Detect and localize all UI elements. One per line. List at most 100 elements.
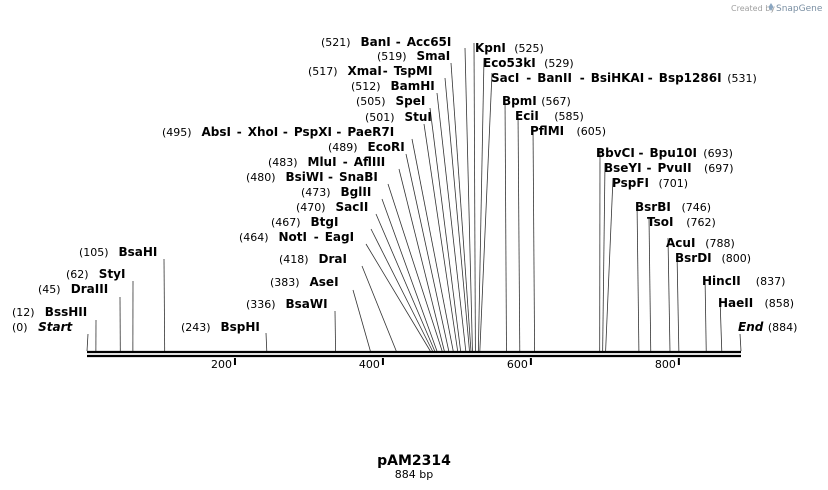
site-name: MluI — [308, 155, 337, 169]
site-line-tsoi — [648, 216, 652, 352]
site-bseyi[interactable]: BseYI - PvuII (697) — [604, 161, 734, 175]
site-bsiwi[interactable]: (480) BsiWI - SnaBI — [246, 170, 378, 184]
site-position: (788) — [705, 237, 735, 250]
site-name: StyI — [99, 267, 126, 281]
site-bglii[interactable]: (473) BglII — [301, 185, 371, 199]
site-name: NotI — [279, 230, 308, 244]
site-bpmi[interactable]: BpmI (567) — [502, 94, 571, 108]
ruler-tick-label: 200 — [211, 358, 232, 371]
site-smai[interactable]: (519) SmaI — [377, 49, 450, 63]
plasmid-length: 884 bp — [395, 468, 433, 481]
site-saci[interactable]: SacI - BanII - BsiHKAI - Bsp1286I (531) — [491, 71, 757, 85]
site-btgi[interactable]: (467) BtgI — [271, 215, 338, 229]
site-stui[interactable]: (501) StuI — [365, 110, 432, 124]
site-eco53ki[interactable]: Eco53kI (529) — [483, 56, 574, 70]
ruler-tick-label: 600 — [507, 358, 528, 371]
site-line-pflmi — [532, 125, 535, 352]
site-pspfi[interactable]: PspFI (701) — [612, 176, 688, 190]
site-bamhi[interactable]: (512) BamHI — [351, 79, 435, 93]
site-labels: (0) Start(12) BssHII (45) DraIII(62) StyI (105… — [12, 35, 797, 334]
site-line-bsphi — [265, 332, 268, 352]
site-line-bsawi — [334, 310, 336, 352]
site-name: TspMI — [394, 64, 433, 78]
site-name: BsiHKAI — [591, 71, 645, 85]
site-name: BsrBI — [635, 200, 671, 214]
site-mlui[interactable]: (483) MluI - AflIII — [268, 155, 385, 169]
site-styi[interactable]: (62) StyI — [66, 267, 125, 281]
site-position: (521) — [321, 36, 351, 49]
site-tsoi[interactable]: TsoI (762) — [647, 215, 716, 229]
ruler: 200 400 600 800 — [211, 358, 680, 371]
site-hincii[interactable]: HincII (837) — [702, 274, 785, 288]
site-position: (467) — [271, 216, 301, 229]
name-separator: - — [648, 71, 653, 85]
site-xmai[interactable]: (517) XmaI - TspMI — [308, 64, 432, 78]
site-name: BsiWI — [286, 170, 324, 184]
ruler-tick-label: 800 — [655, 358, 676, 371]
name-separator: - — [336, 125, 341, 139]
site-name: SmaI — [417, 49, 451, 63]
site-spei[interactable]: (505) SpeI — [356, 94, 425, 108]
name-separator: - — [328, 170, 333, 184]
site-noti[interactable]: (464) NotI - EagI — [239, 230, 354, 244]
name-separator: - — [647, 161, 652, 175]
site-line-bamhi — [436, 92, 467, 352]
site-sacii[interactable]: (470) SacII — [296, 200, 368, 214]
site-name: PspXI — [294, 125, 332, 139]
name-separator: - — [580, 71, 585, 85]
site-position: (697) — [704, 162, 734, 175]
site-line-saci — [479, 72, 493, 352]
site-kpni[interactable]: KpnI (525) — [475, 41, 544, 55]
name-separator: - — [314, 230, 319, 244]
site-name: BsaWI — [286, 297, 328, 311]
site-bani[interactable]: (521) BanI - Acc65I — [321, 35, 451, 49]
site-line-stui — [423, 123, 459, 352]
site-position: (418) — [279, 253, 309, 266]
site-name: BbvCI — [596, 146, 635, 160]
site-draiii[interactable]: (45) DraIII — [38, 282, 108, 296]
site-name: SacII — [336, 200, 369, 214]
site-position: (525) — [514, 42, 544, 55]
site-line-asei — [352, 289, 371, 352]
site-position: (800) — [722, 252, 752, 265]
site-name: DraIII — [71, 282, 108, 296]
site-bsshii[interactable]: (12) BssHII — [12, 305, 87, 319]
site-line-hincii — [704, 275, 707, 352]
site-acui[interactable]: AcuI (788) — [666, 236, 735, 250]
site-start[interactable]: (0) Start — [12, 320, 73, 334]
site-line-bsiwi — [387, 183, 443, 352]
site-position: (501) — [365, 111, 395, 124]
site-position: (531) — [727, 72, 757, 85]
site-bsrdi[interactable]: BsrDI (800) — [675, 251, 751, 265]
site-line-bsrdi — [676, 252, 680, 352]
site-bsphi[interactable]: (243) BspHI — [181, 320, 260, 334]
site-line-eco53ki — [477, 57, 485, 352]
site-name: End — [738, 320, 764, 334]
site-name: HincII — [702, 274, 741, 288]
site-line-bsrbi — [636, 201, 640, 352]
site-position: (0) — [12, 321, 28, 334]
site-absi[interactable]: (495) AbsI - XhoI - PspXI - PaeR7I — [162, 125, 394, 139]
site-drai[interactable]: (418) DraI — [279, 252, 347, 266]
site-line-bseyi — [602, 162, 606, 352]
site-name: BanII — [537, 71, 572, 85]
site-line-bpmi — [504, 95, 507, 352]
site-bsrbi[interactable]: BsrBI (746) — [635, 200, 711, 214]
site-position: (45) — [38, 283, 61, 296]
site-pflmi[interactable]: PflMI (605) — [530, 124, 606, 138]
site-name: EagI — [325, 230, 354, 244]
site-ecori[interactable]: (489) EcoRI — [328, 140, 405, 154]
site-line-xmai — [444, 77, 470, 352]
site-end[interactable]: End (884) — [738, 320, 797, 334]
site-name: XmaI — [348, 64, 382, 78]
site-name: SpeI — [396, 94, 426, 108]
site-ecii[interactable]: EciI (585) — [515, 109, 584, 123]
site-name: EciI — [515, 109, 539, 123]
site-haeii[interactable]: HaeII (858) — [718, 296, 794, 310]
site-position: (701) — [659, 177, 689, 190]
site-bsahi[interactable]: (105) BsaHI — [79, 245, 157, 259]
site-bbvci[interactable]: BbvCI - Bpu10I (693) — [596, 146, 733, 160]
site-bsawi[interactable]: (336) BsaWI — [246, 297, 328, 311]
site-line-bani — [464, 47, 473, 352]
site-asei[interactable]: (383) AseI — [270, 275, 339, 289]
